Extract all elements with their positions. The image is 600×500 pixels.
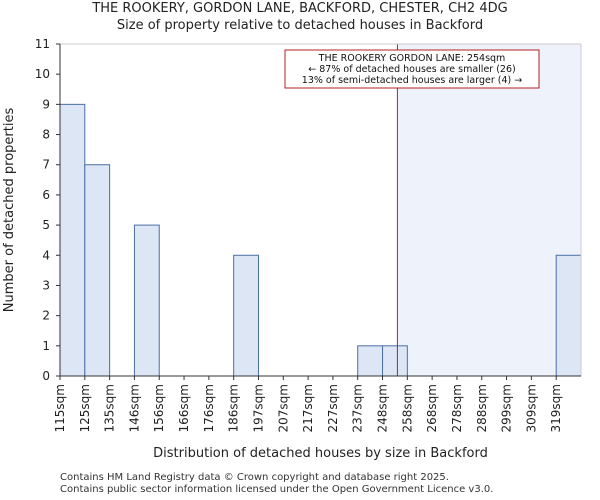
y-tick-label: 10 [35, 67, 50, 81]
x-tick-label: 115sqm [53, 384, 67, 432]
x-tick-label: 309sqm [524, 384, 538, 432]
y-tick-label: 2 [42, 309, 50, 323]
bar-319sqm [555, 254, 582, 377]
chart-subtitle: Size of property relative to detached ho… [116, 18, 484, 33]
x-tick-label: 125sqm [78, 384, 92, 432]
annotation-line-3: 13% of semi-detached houses are larger (… [302, 75, 522, 86]
bar-248sqm [382, 345, 408, 377]
x-tick-label: 217sqm [301, 384, 315, 432]
x-tick-label: 227sqm [326, 384, 340, 432]
x-tick-label: 146sqm [127, 384, 141, 432]
y-tick-label: 6 [42, 188, 50, 202]
x-tick-label: 319sqm [549, 384, 563, 432]
x-tick-label: 278sqm [450, 384, 464, 432]
x-tick-label: 135sqm [103, 384, 117, 432]
chart-title: THE ROOKERY, GORDON LANE, BACKFORD, CHES… [92, 1, 508, 16]
bar-115sqm [59, 103, 86, 377]
annotation-line-2: ← 87% of detached houses are smaller (26… [308, 64, 515, 75]
x-tick-label: 207sqm [276, 384, 290, 432]
x-tick-label: 248sqm [376, 384, 390, 432]
bar-186sqm [233, 254, 259, 377]
x-tick-label: 156sqm [152, 384, 166, 432]
larger-region [397, 44, 581, 376]
y-tick-label: 0 [42, 369, 50, 383]
x-tick-label: 197sqm [251, 384, 265, 432]
bar-146sqm [133, 224, 160, 377]
y-tick-label: 3 [42, 278, 50, 292]
x-tick-label: 176sqm [202, 384, 216, 432]
y-tick-label: 8 [42, 128, 50, 142]
x-tick-label: 288sqm [475, 384, 489, 432]
y-tick-label: 5 [42, 218, 50, 232]
annotation-box [284, 49, 540, 89]
annotation-line-1: THE ROOKERY GORDON LANE: 254sqm [318, 53, 506, 64]
x-tick-label: 166sqm [177, 384, 191, 432]
bar-125sqm [84, 164, 111, 377]
footer-copyright: Contains HM Land Registry data © Crown c… [60, 472, 449, 483]
y-tick-label: 11 [35, 37, 50, 51]
x-tick-label: 299sqm [500, 384, 514, 432]
x-tick-label: 258sqm [400, 384, 414, 432]
x-axis-label: Distribution of detached houses by size … [153, 446, 488, 461]
y-tick-label: 7 [42, 158, 50, 172]
footer-licence: Contains public sector information licen… [60, 484, 494, 495]
bar-237sqm [357, 345, 384, 377]
y-axis-label: Number of detached properties [2, 108, 17, 313]
x-tick-label: 186sqm [227, 384, 241, 432]
y-tick-label: 1 [42, 339, 50, 353]
y-tick-label: 4 [42, 248, 50, 262]
y-tick-label: 9 [42, 97, 50, 111]
x-tick-label: 268sqm [425, 384, 439, 432]
x-tick-label: 237sqm [351, 384, 365, 432]
